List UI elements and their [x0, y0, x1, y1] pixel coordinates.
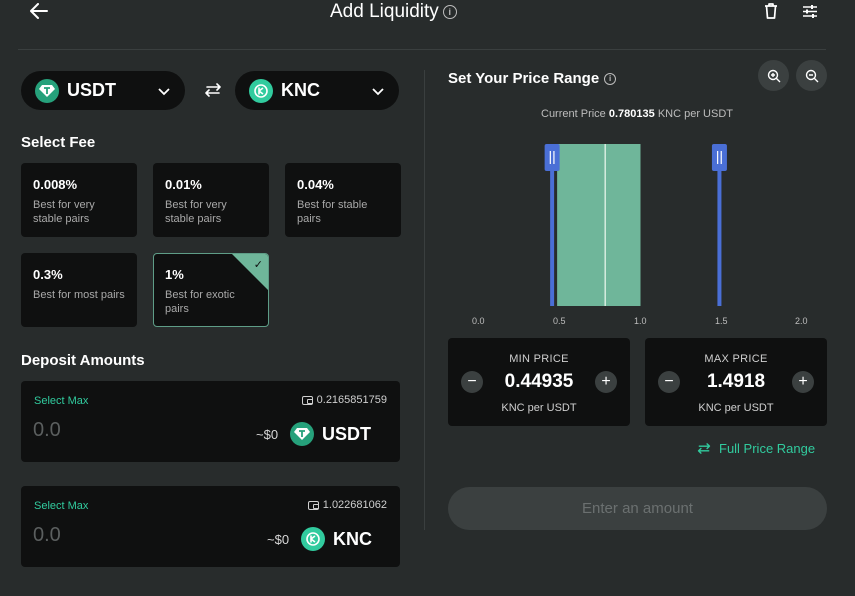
zoom-out-button[interactable]	[796, 60, 827, 91]
select-max-button[interactable]: Select Max	[34, 395, 89, 407]
sliders-icon	[803, 4, 817, 18]
axis-tick-label: 1.0	[634, 316, 647, 326]
deposit-row-usdt: Select Max 0.2165851759 ~$0 USDT	[21, 381, 400, 462]
current-price-label: Current Price	[541, 108, 606, 120]
fee-option-1[interactable]: ✓ 1% Best for exotic pairs	[153, 253, 269, 327]
selected-corner	[232, 254, 268, 290]
axis-tick-label: 0.5	[553, 316, 566, 326]
token-a-selector[interactable]: USDT	[21, 71, 185, 110]
token-b-selector[interactable]: KNC	[235, 71, 399, 110]
fee-percent: 0.008%	[33, 177, 78, 192]
max-price-increase-button[interactable]: +	[792, 371, 814, 393]
settings-button[interactable]	[799, 1, 821, 21]
check-icon: ✓	[253, 259, 263, 271]
swap-arrows-icon	[697, 443, 711, 454]
fee-description: Best for stable pairs	[297, 199, 368, 225]
current-price-unit: KNC per USDT	[657, 108, 733, 120]
fee-percent: 0.04%	[297, 177, 334, 192]
price-range-title-wrap: Set Your Price Range i	[448, 70, 617, 87]
deposit-amounts-title: Deposit Amounts	[21, 352, 145, 369]
knc-logo-icon	[249, 78, 273, 103]
token-a-symbol: USDT	[67, 80, 116, 100]
current-price: Current Price 0.780135 KNC per USDT	[448, 108, 826, 120]
back-button[interactable]	[28, 1, 50, 21]
price-range-title: Set Your Price Range	[448, 70, 600, 87]
arrow-left-icon	[30, 3, 48, 19]
tether-logo-icon	[35, 78, 59, 103]
wallet-icon	[301, 395, 313, 405]
current-price-value: 0.780135	[608, 108, 655, 120]
fee-description: Best for most pairs	[33, 289, 125, 301]
swap-arrows-icon	[205, 83, 221, 97]
min-price-increase-button[interactable]: +	[595, 371, 617, 393]
min-price-unit: KNC per USDT	[501, 402, 577, 414]
balance-value: 1.022681062	[322, 499, 387, 511]
deposit-token: USDT	[290, 422, 371, 446]
enter-amount-button[interactable]: Enter an amount	[448, 487, 827, 530]
wallet-balance: 0.2165851759	[301, 394, 387, 406]
clear-button[interactable]	[761, 1, 781, 21]
balance-value: 0.2165851759	[316, 394, 387, 406]
deposit-token: KNC	[301, 527, 372, 551]
token-b-symbol: KNC	[281, 80, 320, 100]
header-divider	[18, 49, 826, 50]
tether-logo-icon	[290, 422, 314, 446]
max-price-unit: KNC per USDT	[698, 402, 774, 414]
fee-option-001[interactable]: 0.01% Best for very stable pairs	[153, 163, 269, 237]
max-price-box: MAX PRICE − + KNC per USDT	[645, 338, 827, 426]
min-price-input[interactable]	[488, 371, 590, 393]
fee-percent: 0.01%	[165, 177, 202, 192]
zoom-in-icon	[767, 69, 780, 82]
liquidity-area	[557, 144, 641, 306]
info-icon[interactable]: i	[442, 5, 457, 19]
trash-icon	[765, 3, 777, 19]
axis-tick-label: 2.0	[795, 316, 808, 326]
fee-description: Best for very stable pairs	[165, 199, 227, 225]
fee-percent: 1%	[165, 267, 184, 282]
info-icon[interactable]: i	[604, 72, 617, 85]
chevron-down-icon	[372, 87, 384, 95]
max-price-input[interactable]	[685, 371, 787, 393]
min-handle-knob[interactable]	[544, 144, 560, 171]
min-price-decrease-button[interactable]: −	[461, 371, 483, 393]
deposit-row-knc: Select Max 1.022681062 ~$0 KNC	[21, 486, 400, 567]
page-title-wrap: Add Liquidity i	[330, 0, 457, 24]
chevron-down-icon	[158, 87, 170, 95]
full-price-range-label: Full Price Range	[719, 441, 816, 456]
deposit-token-symbol: USDT	[322, 423, 371, 444]
max-price-decrease-button[interactable]: −	[658, 371, 680, 393]
min-price-box: MIN PRICE − + KNC per USDT	[448, 338, 630, 426]
wallet-balance: 1.022681062	[307, 499, 387, 511]
max-price-handle[interactable]	[711, 144, 727, 306]
fee-percent: 0.3%	[33, 267, 63, 282]
usdt-amount-input[interactable]	[33, 419, 203, 442]
min-price-label: MIN PRICE	[509, 353, 569, 365]
fee-description: Best for very stable pairs	[33, 199, 95, 225]
knc-logo-icon	[301, 527, 325, 551]
zoom-out-icon	[805, 69, 818, 82]
knc-amount-input[interactable]	[33, 524, 203, 547]
fee-option-03[interactable]: 0.3% Best for most pairs	[21, 253, 137, 327]
swap-tokens-button[interactable]	[200, 80, 226, 100]
select-max-button[interactable]: Select Max	[34, 500, 89, 512]
select-fee-title: Select Fee	[21, 134, 96, 151]
page-title: Add Liquidity	[330, 1, 439, 22]
zoom-in-button[interactable]	[758, 60, 789, 91]
min-price-handle[interactable]	[544, 144, 560, 306]
wallet-icon	[307, 500, 319, 510]
deposit-token-symbol: KNC	[333, 528, 372, 549]
full-price-range-button[interactable]: Full Price Range	[697, 441, 815, 456]
max-price-label: MAX PRICE	[704, 353, 768, 365]
fee-option-004[interactable]: 0.04% Best for stable pairs	[285, 163, 401, 237]
axis-tick-label: 0.0	[472, 316, 485, 326]
axis-tick-label: 1.5	[715, 316, 728, 326]
fee-option-0008[interactable]: 0.008% Best for very stable pairs	[21, 163, 137, 237]
usd-value: ~$0	[267, 532, 290, 547]
max-handle-knob[interactable]	[711, 144, 727, 171]
price-range-chart[interactable]	[448, 136, 826, 332]
usd-value: ~$0	[256, 427, 279, 442]
fee-description: Best for exotic pairs	[165, 289, 235, 315]
panel-divider	[424, 70, 425, 530]
